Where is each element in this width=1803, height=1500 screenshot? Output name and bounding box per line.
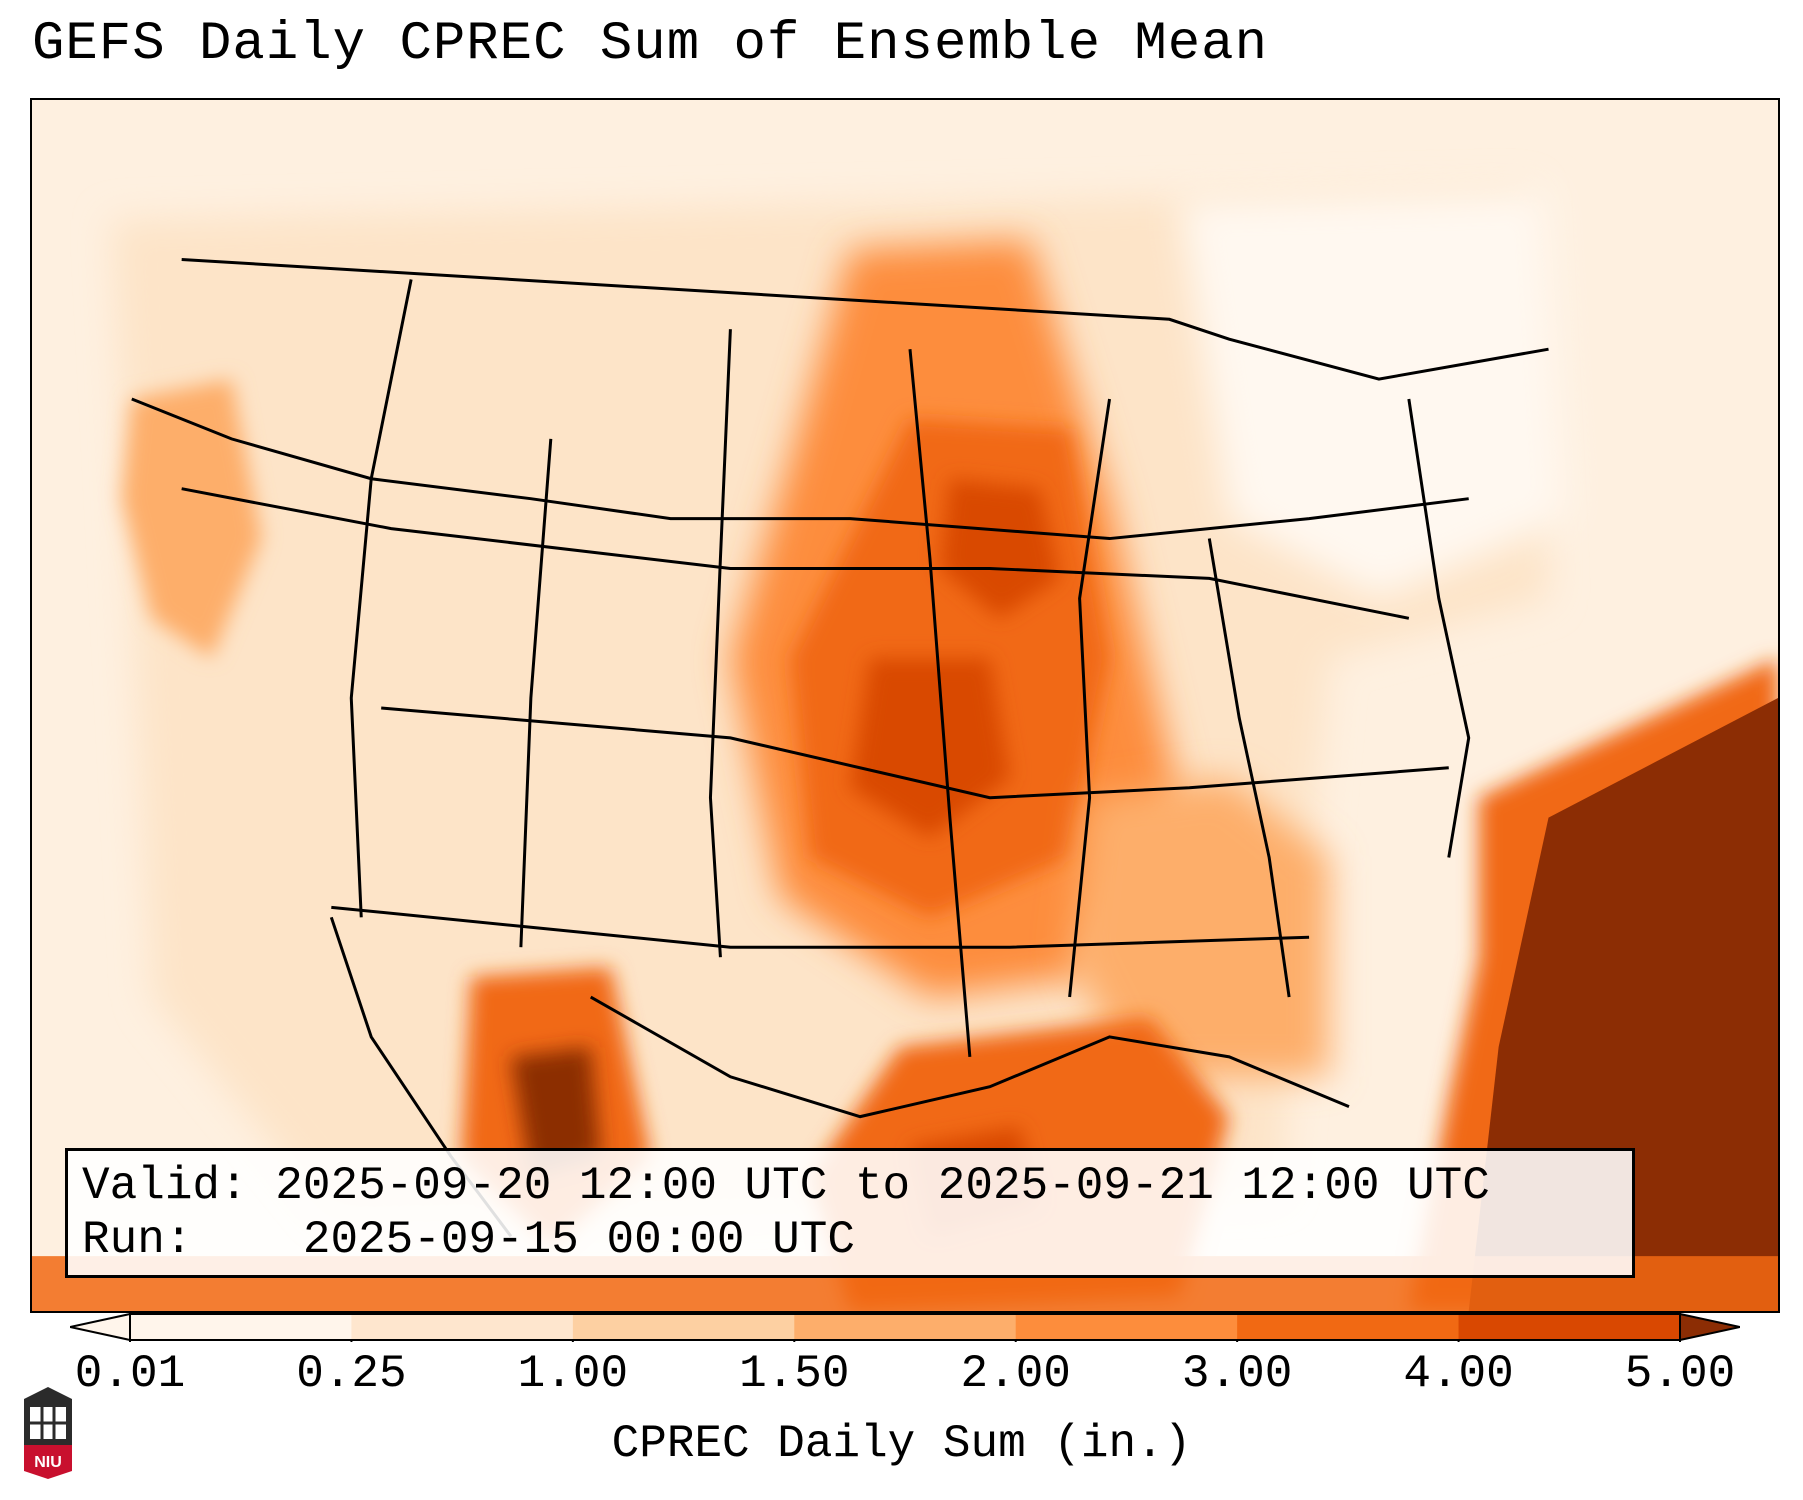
map-panel[interactable] <box>30 98 1780 1313</box>
colorbar-segment <box>794 1314 1017 1340</box>
boundary-line <box>381 706 1449 800</box>
colorbar-tick-label: 0.25 <box>296 1348 407 1400</box>
precip-region-southeast <box>1069 777 1330 1077</box>
boundary-line <box>331 905 1310 949</box>
precip-region-mexico-core <box>510 1046 601 1177</box>
run-info-box: Valid: 2025-09-20 12:00 UTC to 2025-09-2… <box>65 1148 1635 1278</box>
boundary-line <box>1407 398 1471 858</box>
colorbar <box>70 1312 1740 1342</box>
logo-shield <box>24 1445 72 1479</box>
run-label: Run: <box>82 1214 193 1266</box>
colorbar-tick-label: 1.50 <box>739 1348 850 1400</box>
colorbar-segment <box>1458 1314 1681 1340</box>
colorbar-ticks <box>129 1340 1681 1342</box>
colorbar-extend-low <box>70 1312 131 1342</box>
colorbar-segment <box>130 1314 352 1340</box>
boundary-line <box>181 487 1410 620</box>
precip-region-northeast <box>1179 189 1569 599</box>
colorbar-tick-label: 5.00 <box>1624 1348 1736 1400</box>
colorbar-segment <box>1237 1314 1460 1340</box>
logo-window-bars <box>30 1407 66 1439</box>
colorbar-label: CPREC Daily Sum (in.) <box>611 1418 1192 1470</box>
boundary-line <box>131 397 1469 541</box>
precip-region-iowa <box>939 478 1060 619</box>
boundary-line <box>708 329 732 958</box>
logo-text: NIU <box>34 1454 62 1471</box>
colorbar-segment <box>1015 1314 1238 1340</box>
run-value: 2025-09-15 00:00 UTC <box>302 1214 855 1266</box>
colorbar-tick-label: 4.00 <box>1403 1348 1514 1400</box>
colorbar-tick-label: 1.00 <box>517 1348 629 1400</box>
niu-logo-icon: NIU <box>24 1387 72 1479</box>
precipitation-map <box>32 100 1778 1311</box>
colorbar-tick-label: 0.01 <box>74 1348 186 1400</box>
colorbar-segment <box>351 1314 574 1340</box>
boundary-lines <box>131 257 1549 1238</box>
boundary-line <box>349 279 413 918</box>
valid-label: Valid: <box>82 1160 248 1212</box>
gulf-coastline <box>589 995 1350 1119</box>
boundary-line <box>1068 398 1112 998</box>
colorbar-tick-label: 2.00 <box>960 1348 1071 1400</box>
colorbar-tick-label: 3.00 <box>1181 1348 1293 1400</box>
boundary-line <box>908 349 972 1057</box>
valid-value: 2025-09-20 12:00 UTC to 2025-09-21 12:00… <box>275 1160 1490 1212</box>
colorbar-tick-labels: 0.01 0.25 1.00 1.50 2.00 3.00 4.00 5.00 <box>0 1348 1803 1408</box>
colorbar-frame <box>129 1313 1681 1341</box>
colorbar-segments <box>70 1312 1740 1342</box>
run-line: Run: 2025-09-15 00:00 UTC <box>82 1213 1618 1267</box>
map-title: GEFS Daily CPREC Sum of Ensemble Mean <box>32 14 1268 75</box>
us-canada-border <box>181 257 1549 381</box>
boundary-line <box>519 438 553 948</box>
colorbar-extend-high <box>1679 1312 1740 1342</box>
precip-region-california <box>121 379 262 659</box>
valid-line: Valid: 2025-09-20 12:00 UTC to 2025-09-2… <box>82 1159 1618 1213</box>
colorbar-segment <box>572 1314 795 1340</box>
boundary-line <box>1207 538 1291 998</box>
